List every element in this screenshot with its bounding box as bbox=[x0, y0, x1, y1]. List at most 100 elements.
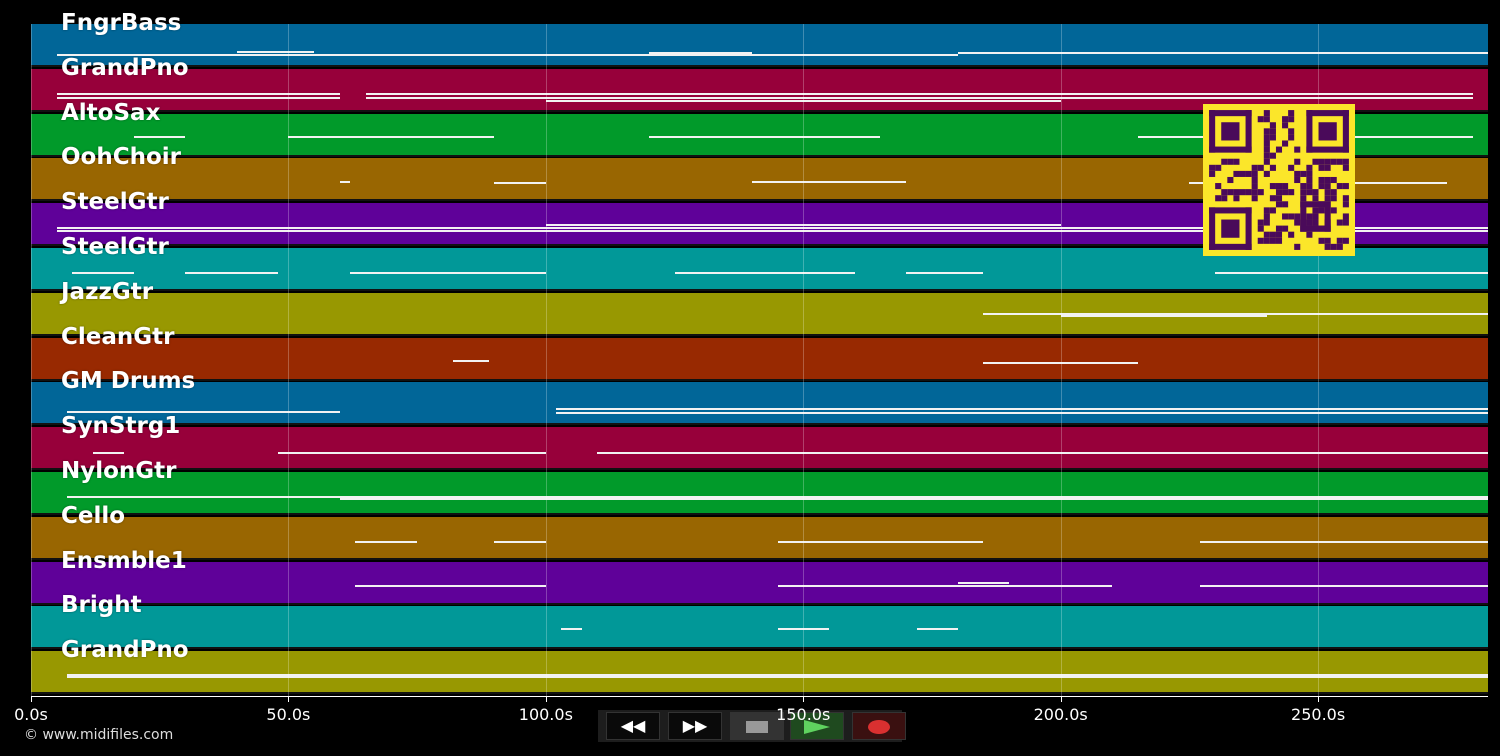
fast-forward-button[interactable]: ▶▶ bbox=[668, 712, 722, 740]
midi-note bbox=[957, 581, 1010, 584]
track-name: FngrBass bbox=[61, 10, 182, 36]
midi-note bbox=[561, 628, 582, 631]
grid-line bbox=[803, 24, 805, 696]
midi-note bbox=[288, 135, 495, 138]
track-name: JazzGtr bbox=[61, 278, 154, 305]
midi-note bbox=[648, 135, 881, 138]
midi-note bbox=[350, 272, 546, 274]
midi-note bbox=[339, 181, 351, 184]
track-name: NylonGtr bbox=[61, 458, 177, 484]
midi-note bbox=[597, 452, 1488, 455]
axis-tick-label: 250.0s bbox=[1291, 705, 1346, 724]
track-lane bbox=[31, 516, 1488, 560]
record-icon bbox=[868, 719, 890, 734]
midi-note bbox=[72, 272, 134, 274]
track-name: CleanGtr bbox=[61, 323, 175, 350]
track-name: Ensmble1 bbox=[61, 547, 187, 574]
midi-note bbox=[339, 496, 1488, 498]
midi-note bbox=[67, 496, 340, 498]
midi-note bbox=[278, 452, 546, 455]
track-lane bbox=[31, 561, 1488, 605]
axis-tick-label: 100.0s bbox=[518, 705, 573, 724]
midi-note bbox=[67, 411, 340, 414]
midi-note bbox=[236, 51, 315, 53]
midi-note bbox=[648, 52, 752, 54]
axis-tick-label: 50.0s bbox=[266, 705, 311, 724]
midi-note bbox=[751, 181, 907, 184]
midi-note bbox=[1199, 584, 1488, 587]
grid-line bbox=[31, 24, 32, 696]
track-lane bbox=[31, 337, 1488, 381]
axis-tick bbox=[31, 696, 32, 702]
midi-note bbox=[983, 312, 1488, 315]
midi-note bbox=[777, 540, 984, 543]
axis-tick bbox=[1060, 696, 1062, 702]
grid-line bbox=[1318, 24, 1320, 696]
midi-note bbox=[453, 359, 490, 362]
grid-line bbox=[1060, 24, 1062, 696]
stop-icon bbox=[746, 720, 768, 733]
axis-tick bbox=[1318, 696, 1320, 702]
midi-note bbox=[56, 230, 1488, 233]
midi-note bbox=[67, 674, 1488, 677]
midi-note bbox=[545, 99, 1061, 102]
time-axis bbox=[31, 696, 1488, 697]
midi-note bbox=[674, 272, 855, 274]
transport-bar: ◀◀ ▶▶ bbox=[598, 710, 906, 742]
track-name: SynStrg1 bbox=[61, 413, 181, 440]
midi-note bbox=[906, 272, 984, 274]
track-name: OohChoir bbox=[61, 144, 182, 171]
axis-tick bbox=[545, 696, 547, 702]
track-lane bbox=[31, 472, 1488, 515]
track-name: SteelGtr bbox=[61, 234, 169, 260]
midi-note bbox=[365, 92, 1473, 95]
midi-note bbox=[355, 584, 546, 587]
midi-note bbox=[556, 412, 1488, 415]
piano-roll: FngrBass GrandPno AltoSax OohChoir SteelGtr S… bbox=[31, 10, 1488, 696]
midi-note bbox=[56, 227, 1488, 230]
track-lane bbox=[31, 24, 1488, 67]
midi-note bbox=[339, 498, 1488, 500]
track-name: Bright bbox=[61, 592, 142, 619]
play-icon bbox=[804, 719, 830, 734]
midi-note bbox=[777, 584, 1113, 587]
axis-tick bbox=[288, 696, 290, 702]
midi-note bbox=[556, 408, 1488, 411]
midi-note bbox=[957, 52, 1488, 54]
midi-note bbox=[1215, 272, 1488, 274]
axis-tick-label: 150.0s bbox=[776, 705, 831, 724]
midi-note bbox=[67, 676, 1488, 679]
midi-note bbox=[916, 628, 958, 631]
track-lane bbox=[31, 606, 1488, 650]
axis-tick-label: 200.0s bbox=[1033, 705, 1088, 724]
midi-note bbox=[92, 452, 124, 455]
midi-note bbox=[494, 182, 546, 185]
track-name: AltoSax bbox=[61, 99, 161, 126]
stop-button[interactable] bbox=[730, 712, 784, 740]
midi-note bbox=[1060, 314, 1267, 317]
track-lane bbox=[31, 427, 1488, 471]
play-button[interactable] bbox=[790, 712, 844, 740]
midi-note bbox=[494, 540, 546, 543]
track-lane bbox=[31, 382, 1488, 426]
midi-note bbox=[133, 135, 186, 138]
rewind-button[interactable]: ◀◀ bbox=[606, 712, 660, 740]
midi-note bbox=[56, 92, 340, 95]
axis-tick-label: 0.0s bbox=[14, 705, 48, 724]
grid-line bbox=[545, 24, 547, 696]
axis-tick bbox=[803, 696, 805, 702]
track-name: SteelGtr bbox=[61, 189, 169, 216]
qr-code-icon bbox=[1203, 104, 1355, 256]
track-name: Cello bbox=[61, 502, 126, 529]
midi-note bbox=[983, 361, 1138, 364]
midi-note bbox=[185, 272, 279, 274]
midi-note bbox=[355, 540, 418, 543]
midi-note bbox=[545, 224, 1061, 227]
midi-note bbox=[545, 54, 958, 56]
midi-note bbox=[777, 628, 829, 631]
copyright-text: © www.midifiles.com bbox=[24, 727, 174, 743]
midi-note bbox=[365, 96, 1473, 99]
track-lane bbox=[31, 292, 1488, 336]
track-name: GM Drums bbox=[61, 368, 196, 395]
record-button[interactable] bbox=[852, 712, 906, 740]
